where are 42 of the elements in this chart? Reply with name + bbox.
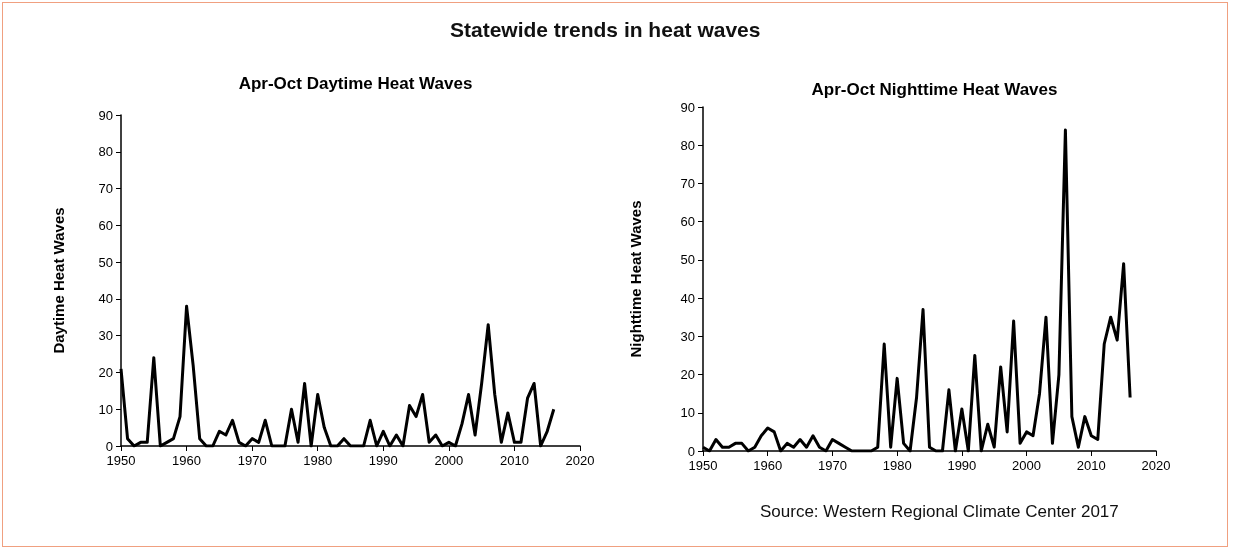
- x-tick-label: 1990: [947, 458, 977, 473]
- y-tick-label: 70: [680, 175, 695, 191]
- x-tick-label: 1970: [817, 458, 847, 473]
- y-tick-label: 80: [680, 137, 695, 153]
- chart-title: Apr-Oct Nighttime Heat Waves: [811, 80, 1058, 99]
- x-tick-label: 2010: [499, 453, 529, 468]
- y-tick-label: 0: [105, 438, 113, 454]
- y-tick-label: 60: [680, 214, 695, 230]
- x-tick-label: 2010: [1076, 458, 1106, 473]
- x-tick-label: 2020: [565, 453, 595, 468]
- source-note: Source: Western Regional Climate Center 2017: [760, 502, 1119, 522]
- y-tick-label: 90: [680, 99, 695, 115]
- y-axis-title: Nighttime Heat Waves: [627, 200, 644, 358]
- x-tick-label: 2000: [1012, 458, 1042, 473]
- y-tick-label: 20: [680, 367, 695, 383]
- x-tick-label: 1960: [172, 453, 202, 468]
- x-tick-label: 1980: [303, 453, 333, 468]
- chart-title: Apr-Oct Daytime Heat Waves: [238, 74, 473, 93]
- y-axis-title: Daytime Heat Waves: [50, 207, 67, 354]
- y-tick-label: 30: [98, 328, 113, 344]
- y-tick-label: 90: [98, 107, 113, 123]
- y-tick-label: 10: [98, 401, 113, 417]
- text: Statewide trends in heat waves: [450, 18, 761, 42]
- y-tick-label: 10: [680, 405, 695, 421]
- y-tick-label: 40: [680, 290, 695, 306]
- x-tick-label: 2020: [1141, 458, 1171, 473]
- x-tick-label: 2000: [434, 453, 464, 468]
- x-tick-label: 1950: [106, 453, 136, 468]
- y-tick-label: 80: [98, 144, 113, 160]
- x-tick-label: 1960: [753, 458, 783, 473]
- x-tick-label: 1980: [882, 458, 912, 473]
- y-tick-label: 50: [680, 252, 695, 268]
- y-tick-label: 20: [98, 364, 113, 380]
- y-tick-label: 70: [98, 181, 113, 197]
- x-tick-label: 1970: [237, 453, 267, 468]
- x-tick-label: 1950: [688, 458, 718, 473]
- x-tick-label: 1990: [368, 453, 398, 468]
- y-tick-label: 60: [98, 217, 113, 233]
- y-tick-label: 40: [98, 291, 113, 307]
- y-tick-label: 50: [98, 254, 113, 270]
- y-tick-label: 30: [680, 328, 695, 344]
- y-tick-label: 0: [687, 443, 695, 459]
